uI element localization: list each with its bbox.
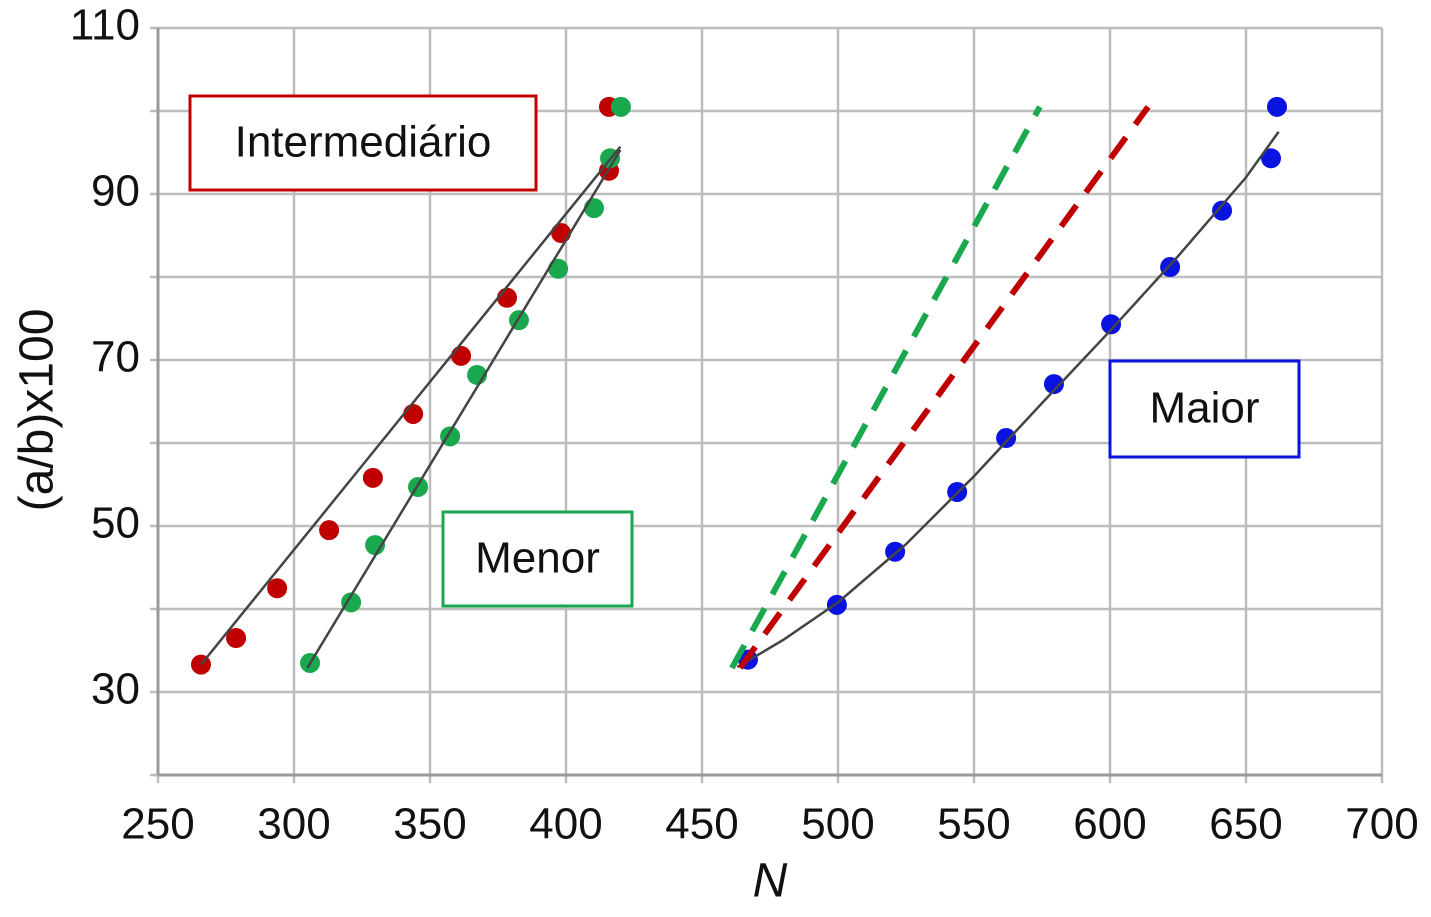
x-tick-label: 250 — [121, 800, 194, 849]
point — [341, 592, 362, 613]
x-tick-label: 650 — [1209, 800, 1282, 849]
x-tick-label: 600 — [1073, 800, 1146, 849]
point — [584, 198, 605, 219]
point — [1101, 314, 1122, 335]
x-tick-label: 450 — [665, 800, 738, 849]
point — [496, 287, 517, 308]
legend-box — [1108, 359, 1301, 459]
point — [1043, 374, 1064, 395]
x-tick-label: 550 — [937, 800, 1010, 849]
legend-label: Menor — [475, 534, 600, 583]
point — [362, 467, 383, 488]
legend-label: Maior — [1149, 384, 1259, 433]
point — [226, 628, 247, 649]
point — [319, 520, 340, 541]
point — [267, 578, 288, 599]
legend-box — [441, 510, 634, 608]
dashed-line — [729, 105, 1043, 670]
point — [451, 345, 472, 366]
point — [365, 535, 386, 556]
fit-line — [200, 145, 622, 666]
point — [551, 223, 572, 244]
y-tick-label: 110 — [70, 1, 140, 50]
point — [1261, 148, 1282, 169]
point — [548, 258, 569, 279]
y-tick-label: 50 — [91, 499, 140, 548]
x-tick-label: 350 — [393, 800, 466, 849]
y-tick-label: 90 — [91, 167, 140, 216]
point — [610, 96, 631, 117]
y-tick-label: 30 — [91, 665, 140, 714]
legend-label: Intermediário — [235, 118, 492, 167]
x-tick-label: 300 — [257, 800, 330, 849]
point — [996, 428, 1017, 449]
y-tick-label: 70 — [91, 333, 140, 382]
dashed-line — [737, 105, 1151, 670]
x-tick-label: 700 — [1345, 800, 1418, 849]
point — [1267, 96, 1288, 117]
point — [403, 403, 424, 424]
point — [1212, 200, 1233, 221]
y-axis-label: (a/b)x100 — [11, 309, 64, 512]
fit-line — [736, 131, 1280, 669]
fit-line — [306, 149, 622, 669]
legend-box — [188, 94, 538, 192]
x-tick-label: 400 — [529, 800, 602, 849]
x-axis-label: N — [753, 855, 788, 908]
x-tick-label: 500 — [801, 800, 874, 849]
